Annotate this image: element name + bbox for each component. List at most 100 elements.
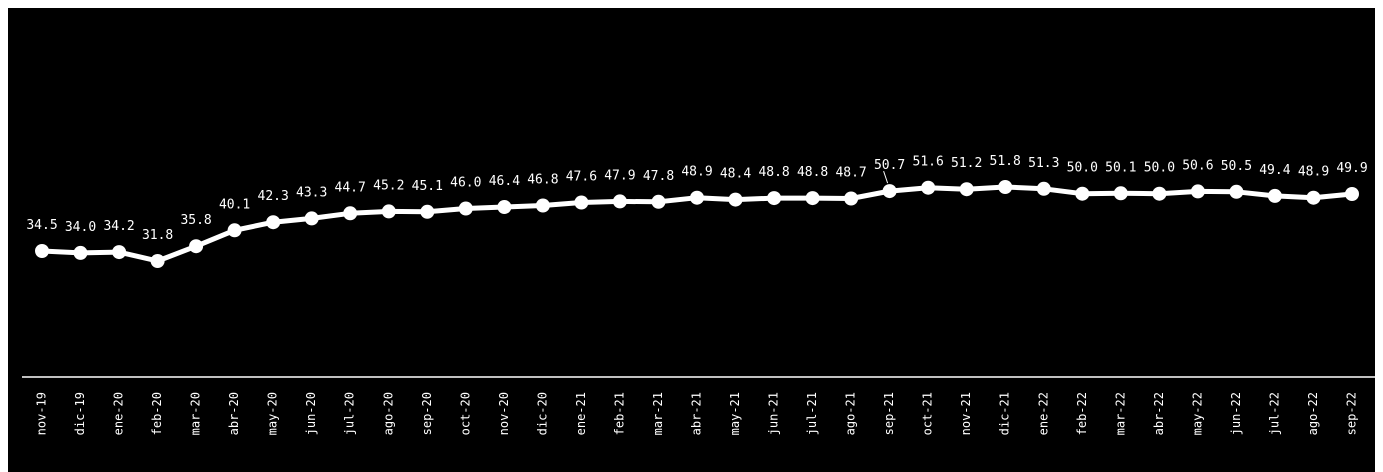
data-value-label: 47.6 <box>566 170 597 185</box>
data-point-marker <box>1345 187 1359 201</box>
data-value-label: 48.8 <box>758 165 789 180</box>
x-tick-label: sep-22 <box>1345 392 1359 435</box>
x-tick-label: abr-21 <box>690 392 704 435</box>
data-value-label: 35.8 <box>180 213 211 228</box>
x-tick-label: jul-20 <box>343 392 357 435</box>
x-tick-label: sep-20 <box>420 392 434 435</box>
x-tick-label: ene-20 <box>112 392 126 435</box>
x-tick-label: jun-21 <box>767 392 781 435</box>
x-tick-label: dic-21 <box>998 392 1012 435</box>
x-tick-label: abr-22 <box>1152 392 1166 435</box>
data-point-marker <box>612 194 627 209</box>
x-tick-label: jun-20 <box>304 392 318 435</box>
data-value-label: 47.8 <box>643 169 674 184</box>
data-value-label: 31.8 <box>142 228 173 243</box>
x-tick-label: oct-21 <box>921 392 935 435</box>
data-value-label: 34.0 <box>65 220 96 235</box>
data-value-label: 45.2 <box>373 178 404 193</box>
data-point-marker <box>690 190 704 205</box>
data-point-marker <box>381 204 396 219</box>
data-point-marker <box>497 200 512 214</box>
data-value-label: 43.3 <box>296 185 327 200</box>
data-point-marker <box>767 191 782 206</box>
x-tick-label: ago-21 <box>844 392 858 435</box>
data-value-label: 45.1 <box>412 179 443 194</box>
data-point-marker <box>805 191 820 206</box>
value-labels-group: 34.5 34.0 34.2 31.8 35.8 40.1 42.3 43.3 44.7 45.2… <box>26 154 1367 243</box>
data-value-label: 48.7 <box>835 166 866 181</box>
data-value-label: 46.8 <box>527 173 558 188</box>
x-tick-label: feb-22 <box>1075 392 1089 435</box>
data-value-label: 51.2 <box>951 156 982 171</box>
x-tick-label: mar-20 <box>189 392 203 435</box>
x-tick-label: dic-19 <box>73 392 87 435</box>
data-point-marker <box>227 223 242 238</box>
data-value-label: 48.4 <box>720 167 751 182</box>
data-value-label: 50.0 <box>1144 161 1175 176</box>
data-value-label: 49.9 <box>1336 161 1367 176</box>
data-point-marker <box>844 191 859 206</box>
x-tick-label: jul-22 <box>1267 392 1281 435</box>
data-value-label: 47.9 <box>604 168 635 183</box>
x-tick-label: abr-20 <box>227 392 241 435</box>
x-tick-label: may-20 <box>266 392 280 435</box>
data-value-label: 44.7 <box>335 180 366 195</box>
x-tick-labels-group: nov-19 dic-19 ene-20 feb-20 mar-20 abr-20 may-… <box>35 392 1359 435</box>
x-tick-label: nov-20 <box>497 392 511 435</box>
x-tick-label: oct-20 <box>458 392 472 435</box>
data-point-marker <box>1306 190 1321 205</box>
x-tick-label: jul-21 <box>805 392 819 435</box>
label-leader-line <box>883 170 889 184</box>
data-value-label: 50.6 <box>1182 158 1213 173</box>
data-point-marker <box>458 201 473 216</box>
data-point-marker <box>651 194 666 209</box>
x-tick-label: may-22 <box>1190 392 1204 435</box>
data-value-label: 48.9 <box>681 165 712 180</box>
data-point-marker <box>150 254 165 268</box>
data-point-marker <box>1152 186 1167 201</box>
x-tick-label: ene-21 <box>574 392 588 435</box>
data-point-marker <box>343 206 358 221</box>
data-value-label: 34.2 <box>103 219 134 234</box>
data-value-label: 48.8 <box>797 165 828 180</box>
chart-background <box>8 8 1375 472</box>
data-point-marker <box>112 245 127 260</box>
data-point-marker <box>1036 181 1051 196</box>
data-value-label: 49.4 <box>1259 163 1290 178</box>
x-tick-label: ene-22 <box>1036 392 1050 435</box>
data-value-label: 46.0 <box>450 176 481 191</box>
data-point-marker <box>998 180 1013 194</box>
data-value-label: 46.4 <box>489 174 520 189</box>
data-point-marker <box>921 180 936 195</box>
x-tick-label: sep-21 <box>882 392 896 435</box>
data-value-label: 51.6 <box>913 155 944 170</box>
data-value-label: 34.5 <box>26 218 57 233</box>
data-value-label: 50.1 <box>1105 160 1136 175</box>
data-point-marker <box>959 182 974 197</box>
x-tick-label: feb-21 <box>612 392 626 435</box>
data-point-marker <box>189 239 204 254</box>
data-value-label: 50.7 <box>874 158 905 173</box>
data-point-marker <box>574 195 589 210</box>
x-tick-label: feb-20 <box>150 392 164 435</box>
x-tick-label: mar-22 <box>1113 392 1127 435</box>
data-point-marker <box>35 244 49 258</box>
data-value-label: 50.0 <box>1067 161 1098 176</box>
data-point-marker <box>266 215 281 230</box>
data-value-label: 42.3 <box>258 189 289 204</box>
x-tick-label: nov-21 <box>959 392 973 435</box>
x-tick-label: nov-19 <box>35 392 49 435</box>
data-value-label: 51.3 <box>1028 156 1059 171</box>
data-point-marker <box>304 211 319 226</box>
data-point-marker <box>535 198 550 213</box>
data-point-marker <box>1267 188 1282 203</box>
data-point-marker <box>1113 186 1128 201</box>
x-tick-label: may-21 <box>728 392 742 435</box>
data-value-label: 48.9 <box>1298 165 1329 180</box>
data-value-label: 50.5 <box>1221 159 1252 174</box>
series-group <box>35 180 1359 268</box>
x-tick-label: mar-21 <box>651 392 665 435</box>
x-tick-label: ago-20 <box>381 392 395 435</box>
